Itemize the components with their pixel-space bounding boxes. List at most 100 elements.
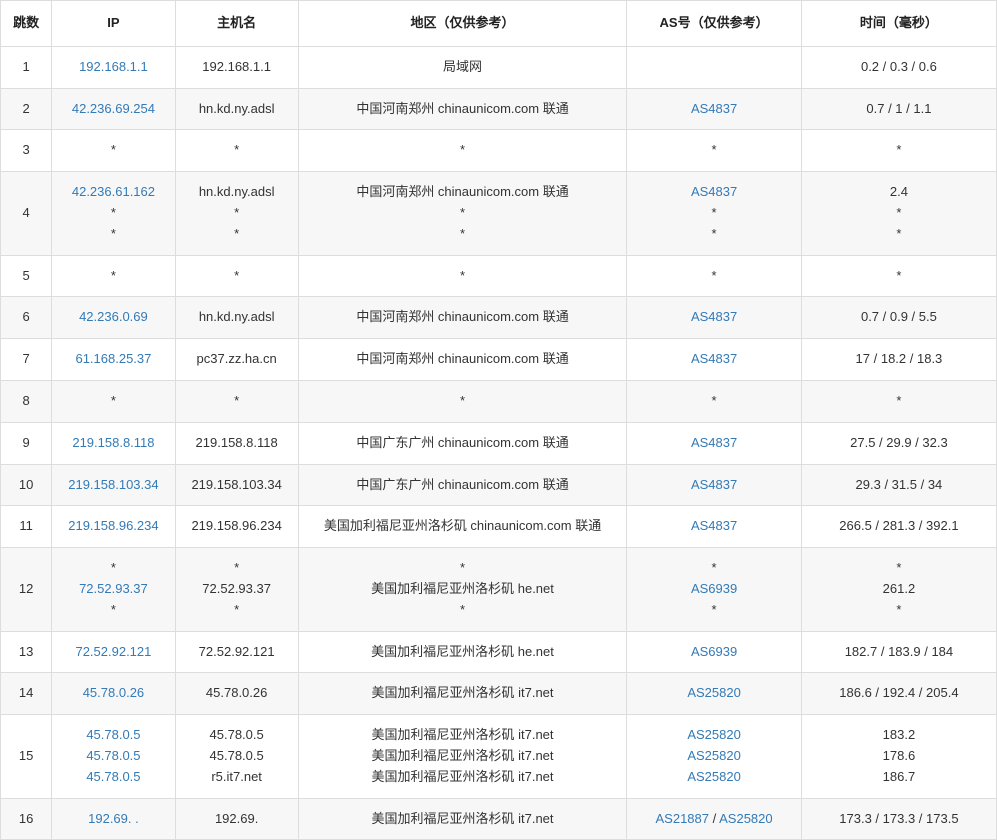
cell-ip: 72.52.92.121: [52, 631, 175, 673]
cell-host-text: *: [180, 203, 294, 224]
table-row: 9219.158.8.118219.158.8.118中国广东广州 chinau…: [1, 422, 997, 464]
cell-time-text: 0.7 / 0.9 / 5.5: [806, 307, 992, 328]
cell-as-link[interactable]: AS4837: [691, 351, 737, 366]
cell-as-link[interactable]: AS4837: [691, 309, 737, 324]
cell-host: hn.kd.ny.adsl: [175, 88, 298, 130]
cell-loc: *: [298, 130, 627, 172]
cell-hop: 4: [1, 172, 52, 255]
cell-as-link[interactable]: AS4837: [691, 101, 737, 116]
cell-loc-text: *: [303, 266, 623, 287]
cell-loc: 中国河南郑州 chinaunicom.com 联通: [298, 297, 627, 339]
cell-ip-link[interactable]: 42.236.0.69: [79, 309, 148, 324]
cell-ip-link[interactable]: 45.78.0.5: [86, 727, 140, 742]
cell-as-link[interactable]: AS25820: [719, 811, 773, 826]
table-row: 642.236.0.69hn.kd.ny.adsl中国河南郑州 chinauni…: [1, 297, 997, 339]
cell-ip-link[interactable]: 42.236.69.254: [72, 101, 155, 116]
table-row: 8*****: [1, 380, 997, 422]
cell-hop: 11: [1, 506, 52, 548]
cell-ip-link[interactable]: 72.52.93.37: [79, 581, 148, 596]
cell-as-link[interactable]: AS4837: [691, 435, 737, 450]
table-row: 442.236.61.162**hn.kd.ny.adsl**中国河南郑州 ch…: [1, 172, 997, 255]
cell-host: 72.52.92.121: [175, 631, 298, 673]
cell-loc: 中国河南郑州 chinaunicom.com 联通: [298, 88, 627, 130]
cell-ip: 42.236.69.254: [52, 88, 175, 130]
cell-time: 0.2 / 0.3 / 0.6: [801, 46, 996, 88]
cell-host: 219.158.103.34: [175, 464, 298, 506]
header-row: 跳数 IP 主机名 地区（仅供参考） AS号（仅供参考） 时间（毫秒）: [1, 1, 997, 47]
cell-loc-text: 局域网: [303, 57, 623, 78]
cell-host-text: *: [180, 391, 294, 412]
cell-time-text: 0.7 / 1 / 1.1: [806, 99, 992, 120]
cell-loc: 美国加利福尼亚州洛杉矶 it7.net: [298, 798, 627, 840]
cell-ip-link[interactable]: 45.78.0.5: [86, 769, 140, 784]
cell-as: *: [627, 255, 802, 297]
cell-as: AS4837: [627, 422, 802, 464]
cell-as-link[interactable]: AS21887: [656, 811, 710, 826]
cell-loc-text: 美国加利福尼亚州洛杉矶 it7.net: [303, 683, 623, 704]
cell-ip: *: [52, 255, 175, 297]
col-ip: IP: [52, 1, 175, 47]
cell-as: AS4837: [627, 339, 802, 381]
cell-loc: 中国广东广州 chinaunicom.com 联通: [298, 422, 627, 464]
cell-hop: 9: [1, 422, 52, 464]
cell-host-text: 45.78.0.5: [180, 725, 294, 746]
cell-as: AS4837**: [627, 172, 802, 255]
cell-as-link[interactable]: AS6939: [691, 644, 737, 659]
cell-hop: 7: [1, 339, 52, 381]
cell-as-link[interactable]: AS25820: [687, 769, 741, 784]
cell-as-link[interactable]: AS4837: [691, 184, 737, 199]
cell-ip-link[interactable]: 61.168.25.37: [75, 351, 151, 366]
cell-ip-link[interactable]: 192.168.1.1: [79, 59, 148, 74]
cell-hop: 8: [1, 380, 52, 422]
cell-ip: *: [52, 380, 175, 422]
cell-host-text: 72.52.93.37: [180, 579, 294, 600]
cell-ip-link[interactable]: 72.52.92.121: [75, 644, 151, 659]
cell-ip-text: *: [56, 224, 170, 245]
cell-time-text: 186.7: [806, 767, 992, 788]
cell-ip-text: *: [56, 266, 170, 287]
cell-as-link[interactable]: AS6939: [691, 581, 737, 596]
cell-ip: 219.158.103.34: [52, 464, 175, 506]
cell-loc-text: 美国加利福尼亚州洛杉矶 he.net: [303, 642, 623, 663]
cell-loc-text: 中国河南郑州 chinaunicom.com 联通: [303, 307, 623, 328]
cell-as-link[interactable]: AS4837: [691, 477, 737, 492]
cell-ip-link[interactable]: 219.158.96.234: [68, 518, 158, 533]
cell-host: *: [175, 380, 298, 422]
cell-time: 183.2178.6186.7: [801, 715, 996, 798]
cell-ip-text: *: [56, 600, 170, 621]
cell-host-text: *: [180, 558, 294, 579]
cell-host-text: *: [180, 600, 294, 621]
cell-loc-text: 美国加利福尼亚州洛杉矶 it7.net: [303, 767, 623, 788]
cell-loc: 美国加利福尼亚州洛杉矶 it7.net: [298, 673, 627, 715]
table-row: 16192.69. .192.69.美国加利福尼亚州洛杉矶 it7.netAS2…: [1, 798, 997, 840]
cell-ip: 45.78.0.26: [52, 673, 175, 715]
cell-hop: 1: [1, 46, 52, 88]
cell-as-link[interactable]: AS25820: [687, 727, 741, 742]
cell-ip-link[interactable]: 45.78.0.26: [83, 685, 144, 700]
cell-loc-text: 美国加利福尼亚州洛杉矶 it7.net: [303, 725, 623, 746]
cell-time-text: 2.4: [806, 182, 992, 203]
cell-ip-link[interactable]: 219.158.103.34: [68, 477, 158, 492]
cell-ip-link[interactable]: 219.158.8.118: [72, 435, 154, 450]
table-row: 11219.158.96.234219.158.96.234美国加利福尼亚州洛杉…: [1, 506, 997, 548]
cell-ip-link[interactable]: 45.78.0.5: [86, 748, 140, 763]
cell-as-link[interactable]: AS4837: [691, 518, 737, 533]
cell-time-text: 182.7 / 183.9 / 184: [806, 642, 992, 663]
cell-time-text: *: [806, 266, 992, 287]
cell-ip-link[interactable]: 192.69. .: [88, 811, 139, 826]
cell-ip: 42.236.0.69: [52, 297, 175, 339]
cell-time: 173.3 / 173.3 / 173.5: [801, 798, 996, 840]
cell-time: 17 / 18.2 / 18.3: [801, 339, 996, 381]
cell-loc-text: 中国河南郑州 chinaunicom.com 联通: [303, 349, 623, 370]
cell-host-text: *: [180, 224, 294, 245]
cell-as: AS25820 AS25820 AS25820: [627, 715, 802, 798]
cell-loc-text: 中国河南郑州 chinaunicom.com 联通: [303, 182, 623, 203]
cell-loc: 局域网: [298, 46, 627, 88]
cell-ip-link[interactable]: 42.236.61.162: [72, 184, 155, 199]
cell-ip-text: *: [56, 140, 170, 161]
cell-as: AS25820: [627, 673, 802, 715]
cell-time-text: 173.3 / 173.3 / 173.5: [806, 809, 992, 830]
table-row: 5*****: [1, 255, 997, 297]
cell-as-link[interactable]: AS25820: [687, 685, 741, 700]
cell-as-link[interactable]: AS25820: [687, 748, 741, 763]
